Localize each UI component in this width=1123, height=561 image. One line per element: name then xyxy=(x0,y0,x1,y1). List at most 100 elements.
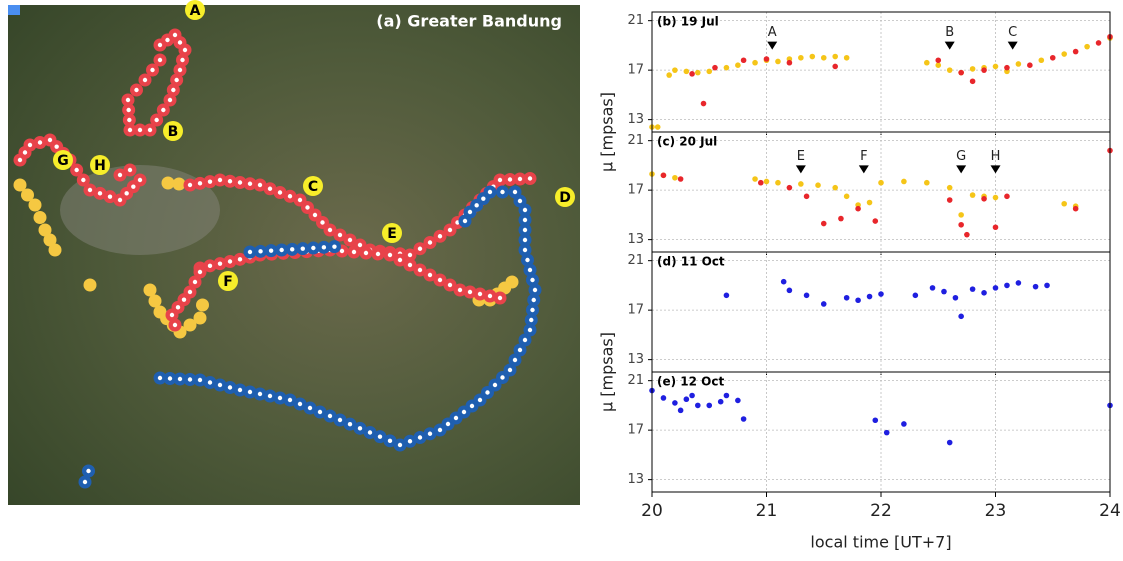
annotation-label: F xyxy=(860,149,867,164)
track-dot-center xyxy=(467,289,473,295)
track-dot-center xyxy=(207,263,213,269)
track-dot-center xyxy=(347,421,353,427)
track-dot-center xyxy=(305,205,310,210)
track-dot-center xyxy=(500,375,505,380)
data-point xyxy=(946,184,953,191)
track-dot-center xyxy=(357,242,363,248)
track-dot xyxy=(83,278,97,292)
track-dot-center xyxy=(97,191,103,196)
data-point xyxy=(654,124,661,130)
track-dot-center xyxy=(363,250,369,256)
data-point xyxy=(723,64,730,71)
track-dot-center xyxy=(377,434,383,439)
track-dot-center xyxy=(307,405,313,411)
track-dot-center xyxy=(167,97,173,103)
map-label: D xyxy=(559,190,571,206)
track-dot-center xyxy=(137,177,143,183)
annotation-marker xyxy=(956,165,967,174)
track-dot-center xyxy=(172,32,178,38)
data-point xyxy=(672,174,678,181)
track-dot-center xyxy=(134,87,139,93)
track-dot-center xyxy=(287,194,293,199)
track-dot-center xyxy=(332,244,337,249)
data-point xyxy=(803,292,810,299)
data-point xyxy=(1061,51,1067,57)
track-dot-center xyxy=(321,245,327,250)
data-point xyxy=(820,54,827,61)
track-dot-center xyxy=(529,317,534,323)
track-dot-center xyxy=(157,42,163,48)
track-dot xyxy=(183,318,197,332)
data-point xyxy=(878,179,884,186)
data-point xyxy=(1038,57,1045,64)
track-dot-center xyxy=(461,409,467,415)
track-dot-center xyxy=(517,347,523,353)
data-point xyxy=(992,63,999,70)
data-point xyxy=(958,313,964,320)
track-dot-center xyxy=(477,291,483,297)
plots: 13 17 21 A B C (b) 19 Jul μ [mpsas] 13 17 21 E F G H (c… xyxy=(598,11,1121,552)
map-label-badge xyxy=(218,271,238,291)
track-dot xyxy=(148,294,162,308)
data-point xyxy=(958,221,964,228)
track-dot-center xyxy=(351,249,357,255)
track-dot xyxy=(13,178,27,192)
track-dot xyxy=(172,177,186,191)
data-point xyxy=(666,72,672,78)
track-dot-center xyxy=(477,397,483,403)
track-dot-center xyxy=(527,176,533,181)
track-dot-center xyxy=(165,37,170,43)
data-point xyxy=(992,224,999,231)
track-dot-center xyxy=(487,189,493,195)
track-dot-center xyxy=(167,376,173,381)
data-point xyxy=(786,184,793,191)
y-tick-label: 13 xyxy=(627,352,644,367)
track-dot-center xyxy=(497,295,503,301)
track-dot-center xyxy=(512,357,518,363)
data-point xyxy=(1004,282,1010,289)
track-dot xyxy=(193,311,207,325)
data-point xyxy=(683,396,690,403)
track-dot-center xyxy=(74,167,79,173)
data-point xyxy=(723,292,730,299)
track-dot-center xyxy=(522,337,528,343)
data-point xyxy=(872,417,879,424)
track-dot-center xyxy=(127,167,133,173)
data-point xyxy=(672,67,678,73)
track-dot-center xyxy=(522,237,528,243)
track-dot-center xyxy=(197,269,203,275)
track-dot-center xyxy=(237,257,243,262)
map-label-badge xyxy=(163,121,183,141)
track-dot-center xyxy=(237,180,243,185)
annotation-marker xyxy=(767,41,778,50)
track-dot-center xyxy=(530,277,535,283)
y-tick-label: 21 xyxy=(627,13,644,28)
track-dot-center xyxy=(142,77,148,83)
track-dot xyxy=(21,188,34,202)
x-axis-label: local time [UT+7] xyxy=(810,533,951,552)
data-point xyxy=(843,193,850,200)
track-dot-center xyxy=(117,172,123,178)
track-dot-center xyxy=(469,403,475,409)
track-dot-center xyxy=(177,40,183,45)
data-point xyxy=(717,398,724,405)
data-point xyxy=(1049,54,1056,61)
data-point xyxy=(775,58,781,65)
data-point xyxy=(981,290,987,296)
track-dot-center xyxy=(297,197,303,203)
track-dot-center xyxy=(337,232,343,238)
data-point xyxy=(820,220,827,227)
data-point xyxy=(929,285,936,291)
data-point xyxy=(912,292,919,299)
data-point xyxy=(878,291,884,297)
track-dot-center xyxy=(187,182,193,188)
data-point xyxy=(946,197,953,203)
map-label: H xyxy=(94,158,106,174)
track-dot-center xyxy=(277,190,283,195)
annotation-label: H xyxy=(991,149,1001,164)
track-dot-center xyxy=(197,377,203,383)
track-dot xyxy=(143,283,157,297)
track-dot-center xyxy=(339,248,345,254)
x-tick-label: 23 xyxy=(985,501,1007,521)
track-dot-center xyxy=(500,189,505,195)
